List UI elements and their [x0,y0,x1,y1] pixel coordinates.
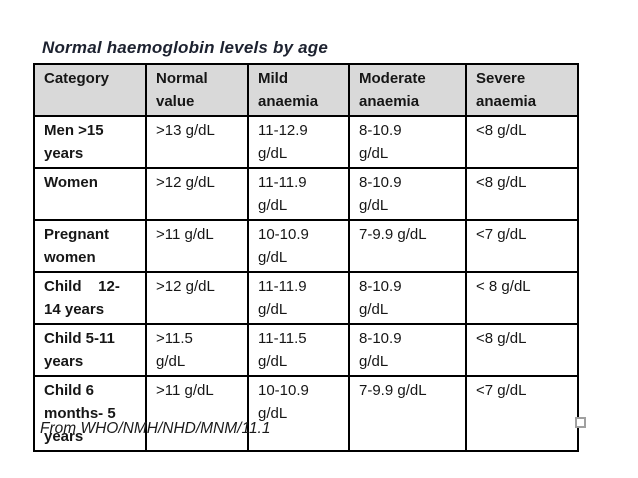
table-row-child-5-11: Child 5-11 years >11.5 g/dL 11-11.5 g/dL… [33,323,579,377]
cell-moderate-anaemia: 8-10.9 g/dL [348,323,467,377]
cell-category: Women [33,167,147,221]
cell-mild-anaemia: 11-11.5 g/dL [247,323,350,377]
cell-normal-value: >13 g/dL [145,115,249,169]
table-row-child-6m-5y: Child 6 months- 5 years >11 g/dL 10-10.9… [33,375,579,452]
table-row-child-12-14: Child 12- 14 years >12 g/dL 11-11.9 g/dL… [33,271,579,325]
cell-severe-anaemia: <7 g/dL [465,375,579,452]
column-header-category: Category [33,63,147,117]
cell-mild-anaemia: 11-12.9 g/dL [247,115,350,169]
cell-moderate-anaemia: 8-10.9 g/dL [348,271,467,325]
header-row: Category Normal value Mild anaemia Moder… [33,63,579,117]
cell-moderate-anaemia: 7-9.9 g/dL [348,219,467,273]
source-note: From WHO/NMH/NHD/MNM/11.1 [40,420,271,437]
table-row-men: Men >15 years >13 g/dL 11-12.9 g/dL 8-10… [33,115,579,169]
column-header-mild-anaemia: Mild anaemia [247,63,350,117]
cell-normal-value: >11 g/dL [145,375,249,452]
cell-category: Child 6 months- 5 years [33,375,147,452]
cell-mild-anaemia: 10-10.9 g/dL [247,375,350,452]
table-row-pregnant-women: Pregnant women >11 g/dL 10-10.9 g/dL 7-9… [33,219,579,273]
cell-normal-value: >11.5 g/dL [145,323,249,377]
cell-mild-anaemia: 11-11.9 g/dL [247,271,350,325]
cell-mild-anaemia: 10-10.9 g/dL [247,219,350,273]
page-title: Normal haemoglobin levels by age [42,38,329,57]
cell-severe-anaemia: < 8 g/dL [465,271,579,325]
cell-mild-anaemia: 11-11.9 g/dL [247,167,350,221]
cell-category: Child 12- 14 years [33,271,147,325]
cell-moderate-anaemia: 8-10.9 g/dL [348,167,467,221]
cell-category: Pregnant women [33,219,147,273]
cell-moderate-anaemia: 8-10.9 g/dL [348,115,467,169]
cell-normal-value: >12 g/dL [145,271,249,325]
cell-severe-anaemia: <8 g/dL [465,323,579,377]
cell-category: Child 5-11 years [33,323,147,377]
cell-moderate-anaemia: 7-9.9 g/dL [348,375,467,452]
haemoglobin-levels-table: Category Normal value Mild anaemia Moder… [33,63,579,452]
column-header-moderate-anaemia: Moderate anaemia [348,63,467,117]
column-header-normal-value: Normal value [145,63,249,117]
cell-normal-value: >12 g/dL [145,167,249,221]
cell-severe-anaemia: <8 g/dL [465,115,579,169]
cell-normal-value: >11 g/dL [145,219,249,273]
cell-severe-anaemia: <7 g/dL [465,219,579,273]
table-resize-handle[interactable] [575,417,586,428]
table-row-women: Women >12 g/dL 11-11.9 g/dL 8-10.9 g/dL … [33,167,579,221]
cell-severe-anaemia: <8 g/dL [465,167,579,221]
cell-category: Men >15 years [33,115,147,169]
column-header-severe-anaemia: Severe anaemia [465,63,579,117]
